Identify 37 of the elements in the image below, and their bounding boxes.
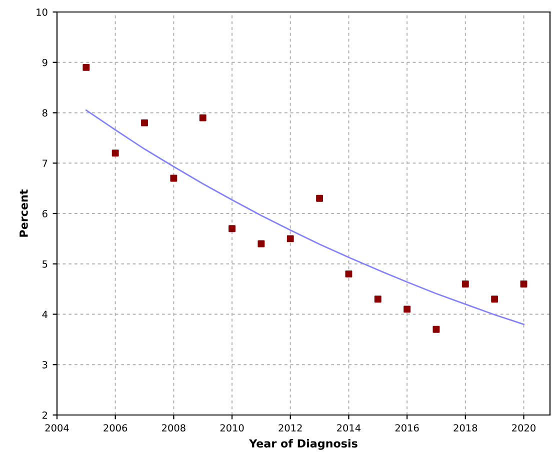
y-tick-label: 3 bbox=[42, 361, 48, 368]
point bbox=[432, 326, 440, 333]
x-axis-title: Year of Diagnosis bbox=[248, 438, 358, 450]
y-tick-label: 7 bbox=[42, 160, 48, 167]
point bbox=[345, 270, 352, 278]
point bbox=[170, 174, 178, 182]
point bbox=[141, 119, 148, 126]
point bbox=[374, 296, 382, 303]
y-axis-title: Percent bbox=[20, 190, 28, 237]
x-tick-label: 2004 bbox=[45, 424, 69, 432]
x-tick-label: 2016 bbox=[395, 424, 419, 432]
point bbox=[286, 235, 294, 242]
y-tick-label: 5 bbox=[42, 260, 48, 268]
y-tick-label: 9 bbox=[42, 58, 48, 66]
x-tick-label: 2012 bbox=[278, 424, 302, 432]
point bbox=[404, 306, 411, 313]
point bbox=[112, 150, 119, 157]
point bbox=[199, 114, 206, 122]
y-tick-label: 4 bbox=[42, 310, 48, 318]
y-tick-label: 2 bbox=[42, 411, 47, 419]
y-tick-label: 6 bbox=[42, 210, 48, 218]
point bbox=[316, 194, 324, 202]
point bbox=[258, 240, 265, 248]
x-tick-label: 2020 bbox=[512, 424, 536, 432]
y-tick-label: 8 bbox=[42, 109, 48, 117]
point bbox=[228, 225, 236, 232]
point bbox=[520, 280, 528, 288]
x-tick-label: 2006 bbox=[104, 424, 128, 432]
point bbox=[462, 280, 469, 288]
point bbox=[82, 64, 90, 71]
y-tick-label: 10 bbox=[36, 8, 48, 16]
x-tick-label: 2010 bbox=[220, 424, 244, 432]
x-tick-label: 2014 bbox=[337, 424, 361, 432]
x-tick-label: 2008 bbox=[162, 424, 186, 432]
point bbox=[491, 296, 498, 303]
x-tick-label: 2018 bbox=[454, 424, 478, 432]
line-series bbox=[85, 110, 524, 326]
